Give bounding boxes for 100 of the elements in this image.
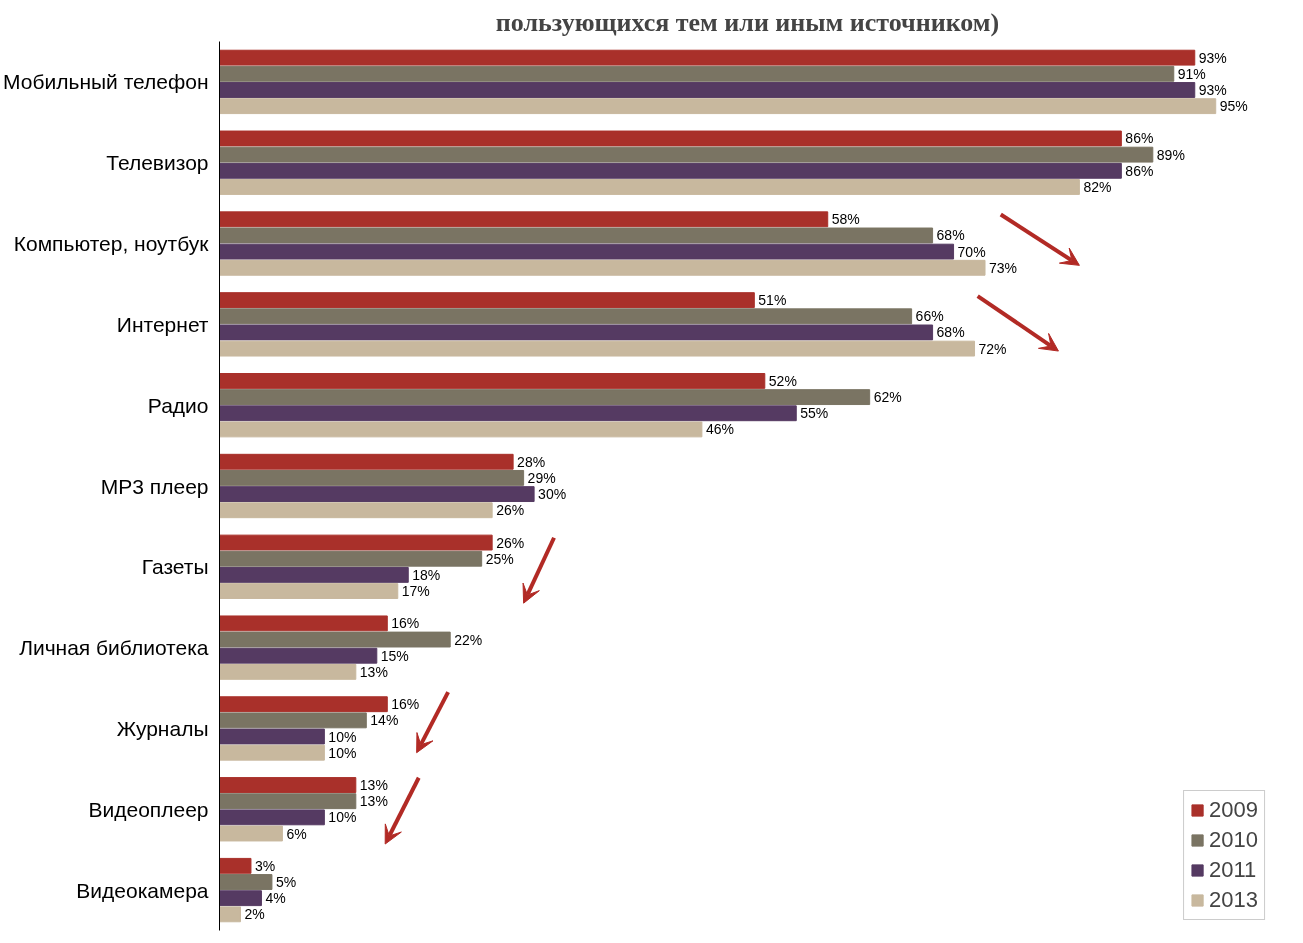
- legend-label: 2010: [1209, 827, 1258, 853]
- data-label: 93%: [1198, 49, 1227, 66]
- data-label: 30%: [538, 486, 567, 503]
- data-label: 16%: [391, 696, 420, 713]
- data-label: 4%: [265, 890, 286, 907]
- y-tick-label: Компьютер, ноутбук: [13, 232, 210, 256]
- data-label: 29%: [527, 469, 556, 486]
- bar: [219, 324, 934, 341]
- bar: [219, 906, 241, 923]
- bar: [219, 486, 535, 503]
- bar: [219, 82, 1196, 98]
- bar: [219, 469, 525, 486]
- data-label: 15%: [380, 647, 409, 664]
- bar: [219, 631, 451, 648]
- bar: [219, 566, 409, 583]
- bar: [219, 453, 514, 470]
- bar: [219, 421, 703, 438]
- bar: [219, 583, 399, 599]
- data-label: 68%: [936, 324, 965, 341]
- bar: [219, 292, 755, 309]
- data-label: 82%: [1083, 178, 1112, 195]
- data-label: 17%: [401, 583, 430, 600]
- data-label: 51%: [758, 292, 787, 309]
- bar: [219, 550, 483, 567]
- data-label: 5%: [275, 874, 297, 891]
- bar: [219, 744, 325, 761]
- bar: [219, 98, 1217, 115]
- data-label: 52%: [768, 372, 797, 389]
- bar: [219, 259, 986, 276]
- y-tick-label: Мобильный телефон: [3, 70, 209, 94]
- bar: [219, 809, 325, 826]
- bar: [219, 373, 766, 389]
- bar: [219, 502, 493, 519]
- data-label: 28%: [517, 453, 546, 470]
- data-label: 18%: [412, 566, 441, 583]
- bar: [219, 793, 357, 810]
- bar: [219, 49, 1196, 66]
- bar: [219, 179, 1080, 195]
- y-tick-label: Радио: [147, 393, 209, 417]
- data-label: 10%: [328, 809, 357, 826]
- y-tick-label: Видеокамера: [76, 878, 209, 902]
- data-label: 26%: [496, 502, 525, 519]
- data-label: 13%: [359, 793, 388, 810]
- data-label: 89%: [1156, 146, 1185, 163]
- bar: [219, 663, 357, 680]
- data-label: 3%: [254, 857, 276, 874]
- bar: [219, 825, 283, 842]
- bar: [219, 243, 955, 260]
- bar: [219, 340, 976, 357]
- bar: [219, 162, 1122, 179]
- y-tick-label: Газеты: [141, 555, 209, 579]
- bar: [219, 146, 1154, 163]
- data-label: 26%: [496, 534, 525, 551]
- data-label: 25%: [485, 550, 514, 567]
- data-label: 72%: [978, 340, 1007, 357]
- bar: [219, 615, 388, 632]
- y-tick-label: Личная библиотека: [19, 636, 209, 660]
- bar: [219, 405, 797, 422]
- data-label: 55%: [800, 405, 829, 422]
- bar: [219, 647, 378, 664]
- data-label: 66%: [915, 308, 944, 325]
- legend-label: 2009: [1209, 797, 1258, 823]
- data-label: 70%: [957, 243, 986, 260]
- y-tick-label: Телевизор: [106, 151, 209, 175]
- bar: [219, 130, 1122, 147]
- bar: [219, 211, 829, 228]
- bar: [219, 696, 388, 713]
- data-label: 95%: [1219, 98, 1248, 115]
- y-tick-label: Журналы: [116, 716, 209, 740]
- legend-label: 2013: [1209, 887, 1258, 913]
- bar: [219, 777, 357, 793]
- data-label: 46%: [705, 421, 734, 438]
- data-label: 13%: [359, 777, 388, 794]
- data-label: 86%: [1125, 162, 1154, 179]
- bar: [219, 890, 262, 907]
- bar: [219, 308, 913, 325]
- data-label: 10%: [328, 728, 357, 745]
- data-label: 93%: [1198, 81, 1227, 98]
- bar: [219, 712, 367, 729]
- legend-label: 2011: [1209, 857, 1257, 883]
- data-label: 2%: [244, 906, 265, 923]
- data-label: 62%: [873, 389, 902, 406]
- data-label: 6%: [286, 825, 307, 842]
- data-label: 68%: [936, 227, 965, 244]
- data-label: 58%: [831, 211, 860, 228]
- bar: [219, 227, 934, 244]
- data-label: 13%: [359, 663, 388, 680]
- bar: [219, 534, 493, 551]
- data-label: 73%: [989, 259, 1018, 276]
- y-tick-label: Интернет: [116, 312, 209, 336]
- bar: [219, 874, 273, 890]
- data-label: 14%: [370, 712, 399, 729]
- bar: [219, 728, 325, 745]
- bar: [219, 65, 1175, 82]
- y-tick-label: MP3 плеер: [100, 474, 209, 498]
- data-label: 10%: [328, 744, 357, 761]
- chart-title: пользующихся тем или иным источником): [495, 7, 1000, 37]
- data-label: 16%: [391, 615, 420, 632]
- bar: [219, 389, 871, 406]
- data-label: 86%: [1125, 130, 1154, 147]
